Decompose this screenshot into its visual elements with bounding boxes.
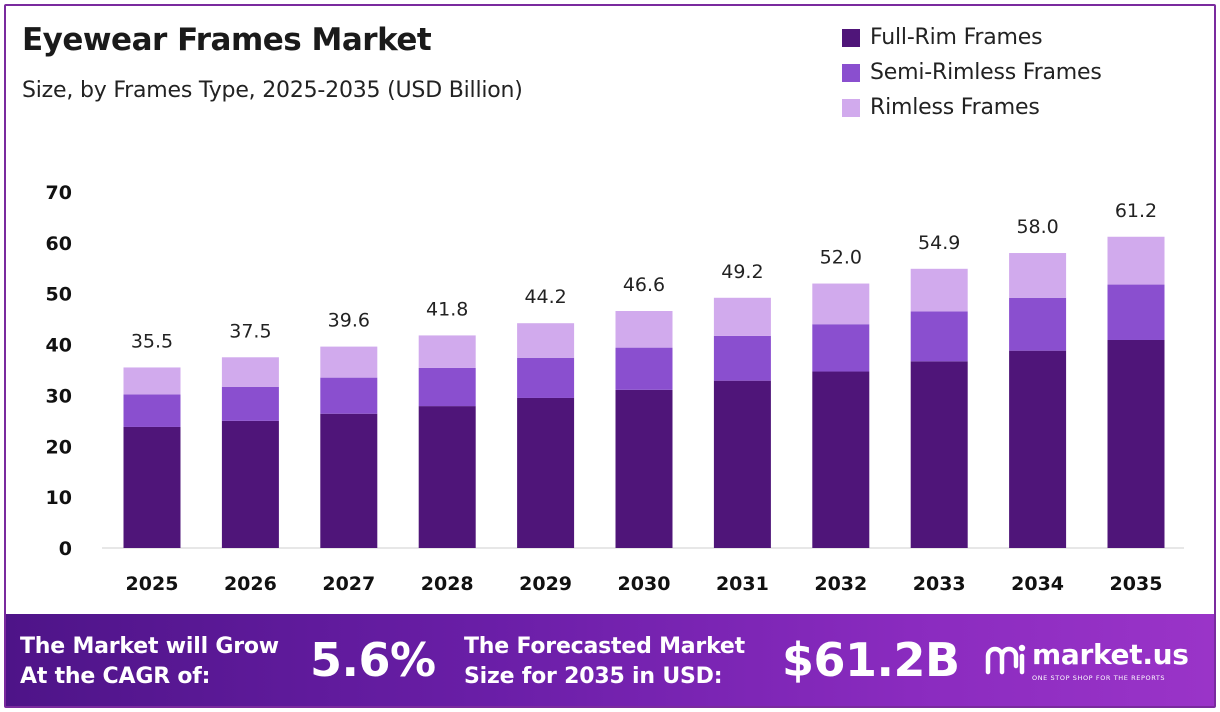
bar-total-label: 39.6 (328, 310, 370, 332)
market-us-logo-icon (985, 644, 1026, 675)
bar-segment-rimless (123, 367, 181, 395)
bar-segment-full-rim (123, 426, 181, 548)
bar-segment-semi-rimless (1009, 297, 1067, 351)
bar-segment-rimless (812, 283, 870, 325)
bar-segment-semi-rimless (320, 377, 378, 414)
cagr-value: 5.6% (310, 633, 436, 687)
legend-label-full-rim: Full-Rim Frames (870, 25, 1043, 50)
bar-segment-semi-rimless (418, 367, 476, 407)
bar-segment-rimless (1107, 236, 1165, 285)
cagr-caption-line1: The Market will Grow (20, 634, 279, 659)
y-tick-label: 10 (46, 487, 72, 509)
forecast-caption: The Forecasted Market Size for 2035 in U… (464, 632, 745, 692)
bar-segment-rimless (320, 346, 378, 378)
bar-segment-rimless (517, 323, 575, 358)
bar-total-label: 46.6 (623, 274, 665, 296)
x-tick-label: 2031 (716, 573, 769, 595)
bar-segment-rimless (910, 268, 968, 312)
cagr-caption: The Market will Grow At the CAGR of: (20, 632, 279, 692)
y-tick-label: 70 (46, 182, 72, 204)
bar-segment-full-rim (713, 380, 771, 548)
forecast-caption-line1: The Forecasted Market (464, 634, 745, 659)
footer-banner: The Market will Grow At the CAGR of: 5.6… (6, 614, 1214, 706)
bar-segment-semi-rimless (615, 347, 673, 390)
brand-name: market.us (1032, 638, 1189, 671)
forecast-caption-line2: Size for 2035 in USD: (464, 664, 723, 689)
chart-legend: Full-Rim Frames Semi-Rimless Frames Riml… (842, 20, 1102, 125)
bar-segment-rimless (615, 311, 673, 348)
legend-label-semi-rimless: Semi-Rimless Frames (870, 60, 1102, 85)
bar-segment-full-rim (1107, 339, 1165, 548)
bar-segment-full-rim (517, 397, 575, 548)
bar-total-label: 58.0 (1016, 216, 1058, 238)
legend-item-semi-rimless: Semi-Rimless Frames (842, 55, 1102, 90)
x-tick-label: 2032 (814, 573, 867, 595)
bar-segment-full-rim (320, 413, 378, 548)
bar-segment-semi-rimless (812, 324, 870, 372)
bar-segment-full-rim (812, 371, 870, 548)
market-us-logo: market.us ONE STOP SHOP FOR THE REPORTS (984, 636, 1209, 692)
bar-total-label: 41.8 (426, 298, 468, 320)
legend-label-rimless: Rimless Frames (870, 95, 1040, 120)
bar-segment-full-rim (418, 406, 476, 548)
legend-item-rimless: Rimless Frames (842, 90, 1102, 125)
legend-swatch-full-rim (842, 28, 860, 47)
legend-swatch-semi-rimless (842, 63, 860, 82)
legend-item-full-rim: Full-Rim Frames (842, 20, 1102, 55)
y-tick-label: 20 (46, 436, 72, 458)
x-tick-label: 2035 (1110, 573, 1163, 595)
bar-segment-full-rim (910, 361, 968, 548)
x-tick-label: 2033 (913, 573, 966, 595)
y-tick-label: 30 (46, 385, 72, 407)
bar-segment-full-rim (615, 389, 673, 548)
bar-segment-rimless (1009, 253, 1067, 298)
bar-segment-rimless (221, 357, 279, 387)
bar-segment-semi-rimless (517, 357, 575, 398)
bar-segment-semi-rimless (713, 335, 771, 381)
bar-segment-rimless (418, 335, 476, 368)
forecast-value: $61.2B (782, 633, 960, 687)
bar-total-label: 49.2 (721, 261, 763, 283)
bar-segment-full-rim (1009, 350, 1067, 548)
bar-total-label: 44.2 (524, 286, 566, 308)
x-tick-label: 2027 (322, 573, 375, 595)
brand-tagline: ONE STOP SHOP FOR THE REPORTS (1032, 674, 1166, 682)
bar-segment-rimless (713, 297, 771, 336)
x-tick-label: 2034 (1011, 573, 1064, 595)
bar-total-label: 37.5 (229, 320, 271, 342)
x-tick-label: 2030 (618, 573, 671, 595)
bar-segment-semi-rimless (221, 386, 279, 421)
y-tick-label: 0 (59, 538, 72, 560)
bar-segment-semi-rimless (910, 311, 968, 362)
bar-segment-semi-rimless (1107, 284, 1165, 340)
stacked-bar-chart: 01020304050607035.5202537.5202639.620274… (46, 182, 1184, 595)
chart-title: Eyewear Frames Market (22, 22, 432, 58)
cagr-caption-line2: At the CAGR of: (20, 664, 211, 689)
bar-segment-semi-rimless (123, 394, 181, 427)
x-tick-label: 2028 (421, 573, 474, 595)
y-tick-label: 40 (46, 335, 72, 357)
x-tick-label: 2029 (519, 573, 572, 595)
x-tick-label: 2025 (126, 573, 179, 595)
chart-frame: Eyewear Frames Market Size, by Frames Ty… (4, 4, 1216, 708)
bar-total-label: 35.5 (131, 330, 173, 352)
x-tick-label: 2026 (224, 573, 277, 595)
chart-subtitle: Size, by Frames Type, 2025-2035 (USD Bil… (22, 78, 523, 103)
legend-swatch-rimless (842, 98, 860, 117)
bar-total-label: 52.0 (820, 247, 862, 269)
bar-total-label: 61.2 (1115, 200, 1157, 222)
bar-segment-full-rim (221, 420, 279, 548)
y-tick-label: 60 (46, 233, 72, 255)
bar-total-label: 54.9 (918, 232, 960, 254)
y-tick-label: 50 (46, 284, 72, 306)
